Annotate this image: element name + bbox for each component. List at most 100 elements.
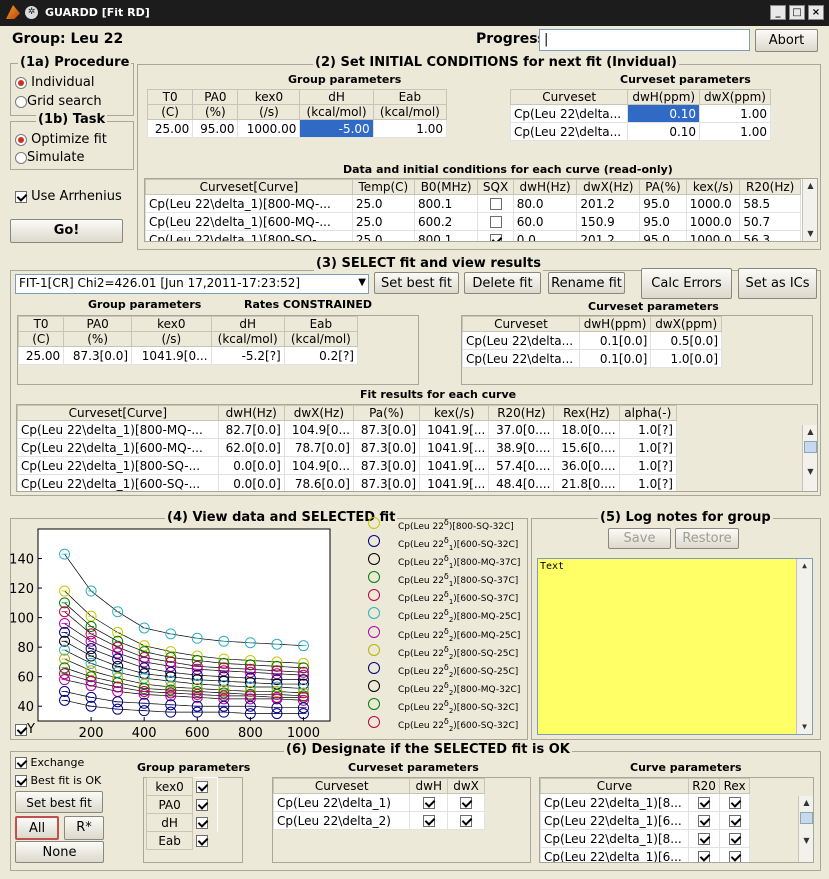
- checkbox-icon[interactable]: [698, 797, 711, 809]
- table-row[interactable]: kex0: [145, 777, 218, 796]
- table-row[interactable]: Cp(Leu 22\delta... 0.10 1.00: [509, 122, 771, 141]
- value-cell[interactable]: 1041.9[...: [419, 474, 490, 491]
- row-label-cell[interactable]: Cp(Leu 22\delta_1): [272, 793, 411, 812]
- value-cell[interactable]: 87.3[0.0]: [352, 474, 421, 491]
- row-label-cell[interactable]: Cp(Leu 22\delta_1)[6...: [540, 847, 689, 862]
- close-button[interactable]: ×: [808, 5, 824, 20]
- table-row[interactable]: Cp(Leu 22\delta_1)[800-MQ-... 25.0 800.1 80…: [145, 194, 801, 213]
- scroll-down-icon[interactable]: ▼: [803, 836, 810, 845]
- scroll-down-icon[interactable]: ▼: [807, 229, 814, 238]
- checkbox-icon[interactable]: [196, 781, 209, 793]
- param-checkbox-cell[interactable]: [192, 813, 218, 832]
- value-cell[interactable]: 600.2: [413, 212, 479, 231]
- table-row[interactable]: Eab: [145, 831, 218, 850]
- table-row[interactable]: Cp(Leu 22\delta_1)[8...: [540, 793, 750, 812]
- scroll-down-icon[interactable]: ▼: [802, 722, 807, 731]
- row-label-cell[interactable]: Cp(Leu 22\delta_1)[800-SQ-...: [145, 230, 353, 241]
- sqx-cell[interactable]: [477, 194, 514, 213]
- group-value-cell[interactable]: -5.00: [299, 119, 374, 138]
- row-label-cell[interactable]: Cp(Leu 22\delta_1)[600-SQ-...: [17, 474, 219, 491]
- value-cell[interactable]: 1000.0: [685, 194, 741, 213]
- value-cell[interactable]: 800.1: [413, 230, 479, 241]
- row-label-cell[interactable]: Cp(Leu 22\delta_2): [272, 811, 411, 830]
- checkbox-icon[interactable]: [196, 799, 209, 811]
- value-cell[interactable]: 201.2: [576, 230, 641, 241]
- row-label-cell[interactable]: Cp(Leu 22\delta_1)[600-MQ-...: [17, 438, 219, 457]
- row-label-cell[interactable]: Cp(Leu 22\delta_1)[800-MQ-...: [145, 194, 353, 213]
- table-row[interactable]: Cp(Leu 22\delta... 0.10 1.00: [509, 104, 771, 123]
- checkbox-icon[interactable]: [728, 797, 741, 809]
- table-row[interactable]: Cp(Leu 22\delta_1)[600-SQ-... 0.0[0.0] 78.…: [17, 474, 678, 491]
- value-cell[interactable]: 1000.0: [685, 212, 741, 231]
- designate-curve-table[interactable]: Curve R20 Rex Cp(Leu 22\delta_1)[8... Cp(Leu…: [540, 778, 750, 862]
- value-cell[interactable]: 1.0[?]: [618, 456, 678, 475]
- value-cell[interactable]: 18.0[0....: [553, 420, 620, 439]
- checkbox-cell[interactable]: [687, 793, 721, 812]
- value-cell[interactable]: 15.6[0....: [553, 438, 620, 457]
- value-cell[interactable]: 48.4[0....: [488, 474, 555, 491]
- group-value-cell[interactable]: 95.00: [192, 119, 239, 138]
- checkbox-icon[interactable]: [422, 815, 435, 827]
- table-row[interactable]: Cp(Leu 22\delta... 0.1[0.0] 0.5[0.0]: [462, 331, 722, 350]
- initial-data-grid[interactable]: Curveset[Curve] Temp(C) B0(MHz) SQX dwH(Hz) d…: [144, 178, 818, 242]
- checkbox-cell[interactable]: [409, 793, 449, 812]
- table-row[interactable]: Cp(Leu 22\delta_2): [272, 811, 485, 830]
- value-cell[interactable]: 0.5[0.0]: [650, 331, 722, 350]
- value-cell[interactable]: 37.0[0....: [488, 420, 555, 439]
- value-cell[interactable]: 25.0: [351, 230, 415, 241]
- value-cell[interactable]: 25.0: [351, 212, 415, 231]
- param-checkbox-cell[interactable]: [192, 831, 218, 850]
- row-label-cell[interactable]: Cp(Leu 22\delta...: [462, 349, 580, 368]
- table-row[interactable]: dH: [145, 813, 218, 832]
- fit-dropdown[interactable]: FIT-1[CR] Chi2=426.01 [Jun 17,2011-17:23…: [15, 274, 369, 294]
- log-notes-textarea[interactable]: Text ▲ ▼: [537, 558, 813, 735]
- scroll-up-icon[interactable]: ▲: [807, 181, 814, 190]
- exchange-checkbox[interactable]: Exchange: [15, 756, 84, 769]
- value-cell[interactable]: 0.10: [627, 104, 701, 123]
- value-cell[interactable]: 1.0[?]: [618, 474, 678, 491]
- value-cell[interactable]: 150.9: [576, 212, 641, 231]
- initial-curveset-table[interactable]: Curveset dwH(ppm) dwX(ppm) Cp(Leu 22\delta.…: [509, 89, 771, 141]
- table-row[interactable]: Cp(Leu 22\delta... 0.1[0.0] 1.0[0.0]: [462, 349, 722, 368]
- value-cell[interactable]: 800.1: [413, 194, 479, 213]
- table-row[interactable]: Cp(Leu 22\delta_1): [272, 793, 485, 812]
- checkbox-cell[interactable]: [719, 847, 750, 862]
- table-row[interactable]: Cp(Leu 22\delta_1)[800-MQ-... 82.7[0.0] 10…: [17, 420, 678, 439]
- restore-button[interactable]: Restore: [675, 528, 739, 549]
- checkbox-cell[interactable]: [719, 793, 750, 812]
- set-best-fit-button[interactable]: Set best fit: [374, 272, 459, 294]
- row-label-cell[interactable]: Cp(Leu 22\delta_1)[8...: [540, 829, 689, 848]
- value-cell[interactable]: 62.0[0.0]: [217, 438, 285, 457]
- value-cell[interactable]: 95.0: [639, 194, 687, 213]
- row-label-cell[interactable]: Cp(Leu 22\delta_1)[800-MQ-...: [17, 420, 219, 439]
- value-cell[interactable]: 1041.9[...: [419, 456, 490, 475]
- rename-fit-button[interactable]: Rename fit: [548, 272, 625, 294]
- scrollbar[interactable]: ▲ ▼: [802, 179, 817, 241]
- r-star-button[interactable]: R*: [64, 816, 104, 840]
- row-label-cell[interactable]: Cp(Leu 22\delta...: [509, 122, 629, 141]
- value-cell[interactable]: 0.10: [627, 122, 701, 141]
- value-cell[interactable]: 60.0: [512, 212, 578, 231]
- table-row[interactable]: Cp(Leu 22\delta_1)[600-MQ-... 62.0[0.0] 78…: [17, 438, 678, 457]
- value-cell[interactable]: 57.4[0....: [488, 456, 555, 475]
- designate-curve-grid[interactable]: Curve R20 Rex Cp(Leu 22\delta_1)[8... Cp(Leu…: [539, 777, 814, 863]
- param-checkbox-cell[interactable]: [192, 795, 218, 814]
- scroll-thumb[interactable]: [804, 441, 817, 453]
- value-cell[interactable]: 38.9[0....: [488, 438, 555, 457]
- table-row[interactable]: Cp(Leu 22\delta_1)[600-MQ-... 25.0 600.2 60…: [145, 212, 801, 231]
- group-value-cell[interactable]: 1.00: [372, 119, 448, 138]
- value-cell[interactable]: 78.7[0.0]: [283, 438, 354, 457]
- use-arrhenius-checkbox[interactable]: Use Arrhenius: [15, 189, 122, 204]
- checkbox-icon[interactable]: [728, 833, 741, 845]
- value-cell[interactable]: 104.9[0...: [283, 420, 354, 439]
- checkbox-icon[interactable]: [489, 198, 502, 210]
- value-cell[interactable]: 50.7: [739, 212, 801, 231]
- scrollbar[interactable]: ▲ ▼: [798, 796, 813, 862]
- value-cell[interactable]: 36.0[0....: [553, 456, 620, 475]
- value-cell[interactable]: 78.6[0.0]: [283, 474, 354, 491]
- group-value-cell[interactable]: 1000.00: [237, 119, 301, 138]
- value-cell[interactable]: 56.3: [739, 230, 801, 241]
- checkbox-cell[interactable]: [719, 811, 750, 830]
- value-cell[interactable]: 0.1[0.0]: [578, 331, 652, 350]
- value-cell[interactable]: 21.8[0....: [553, 474, 620, 491]
